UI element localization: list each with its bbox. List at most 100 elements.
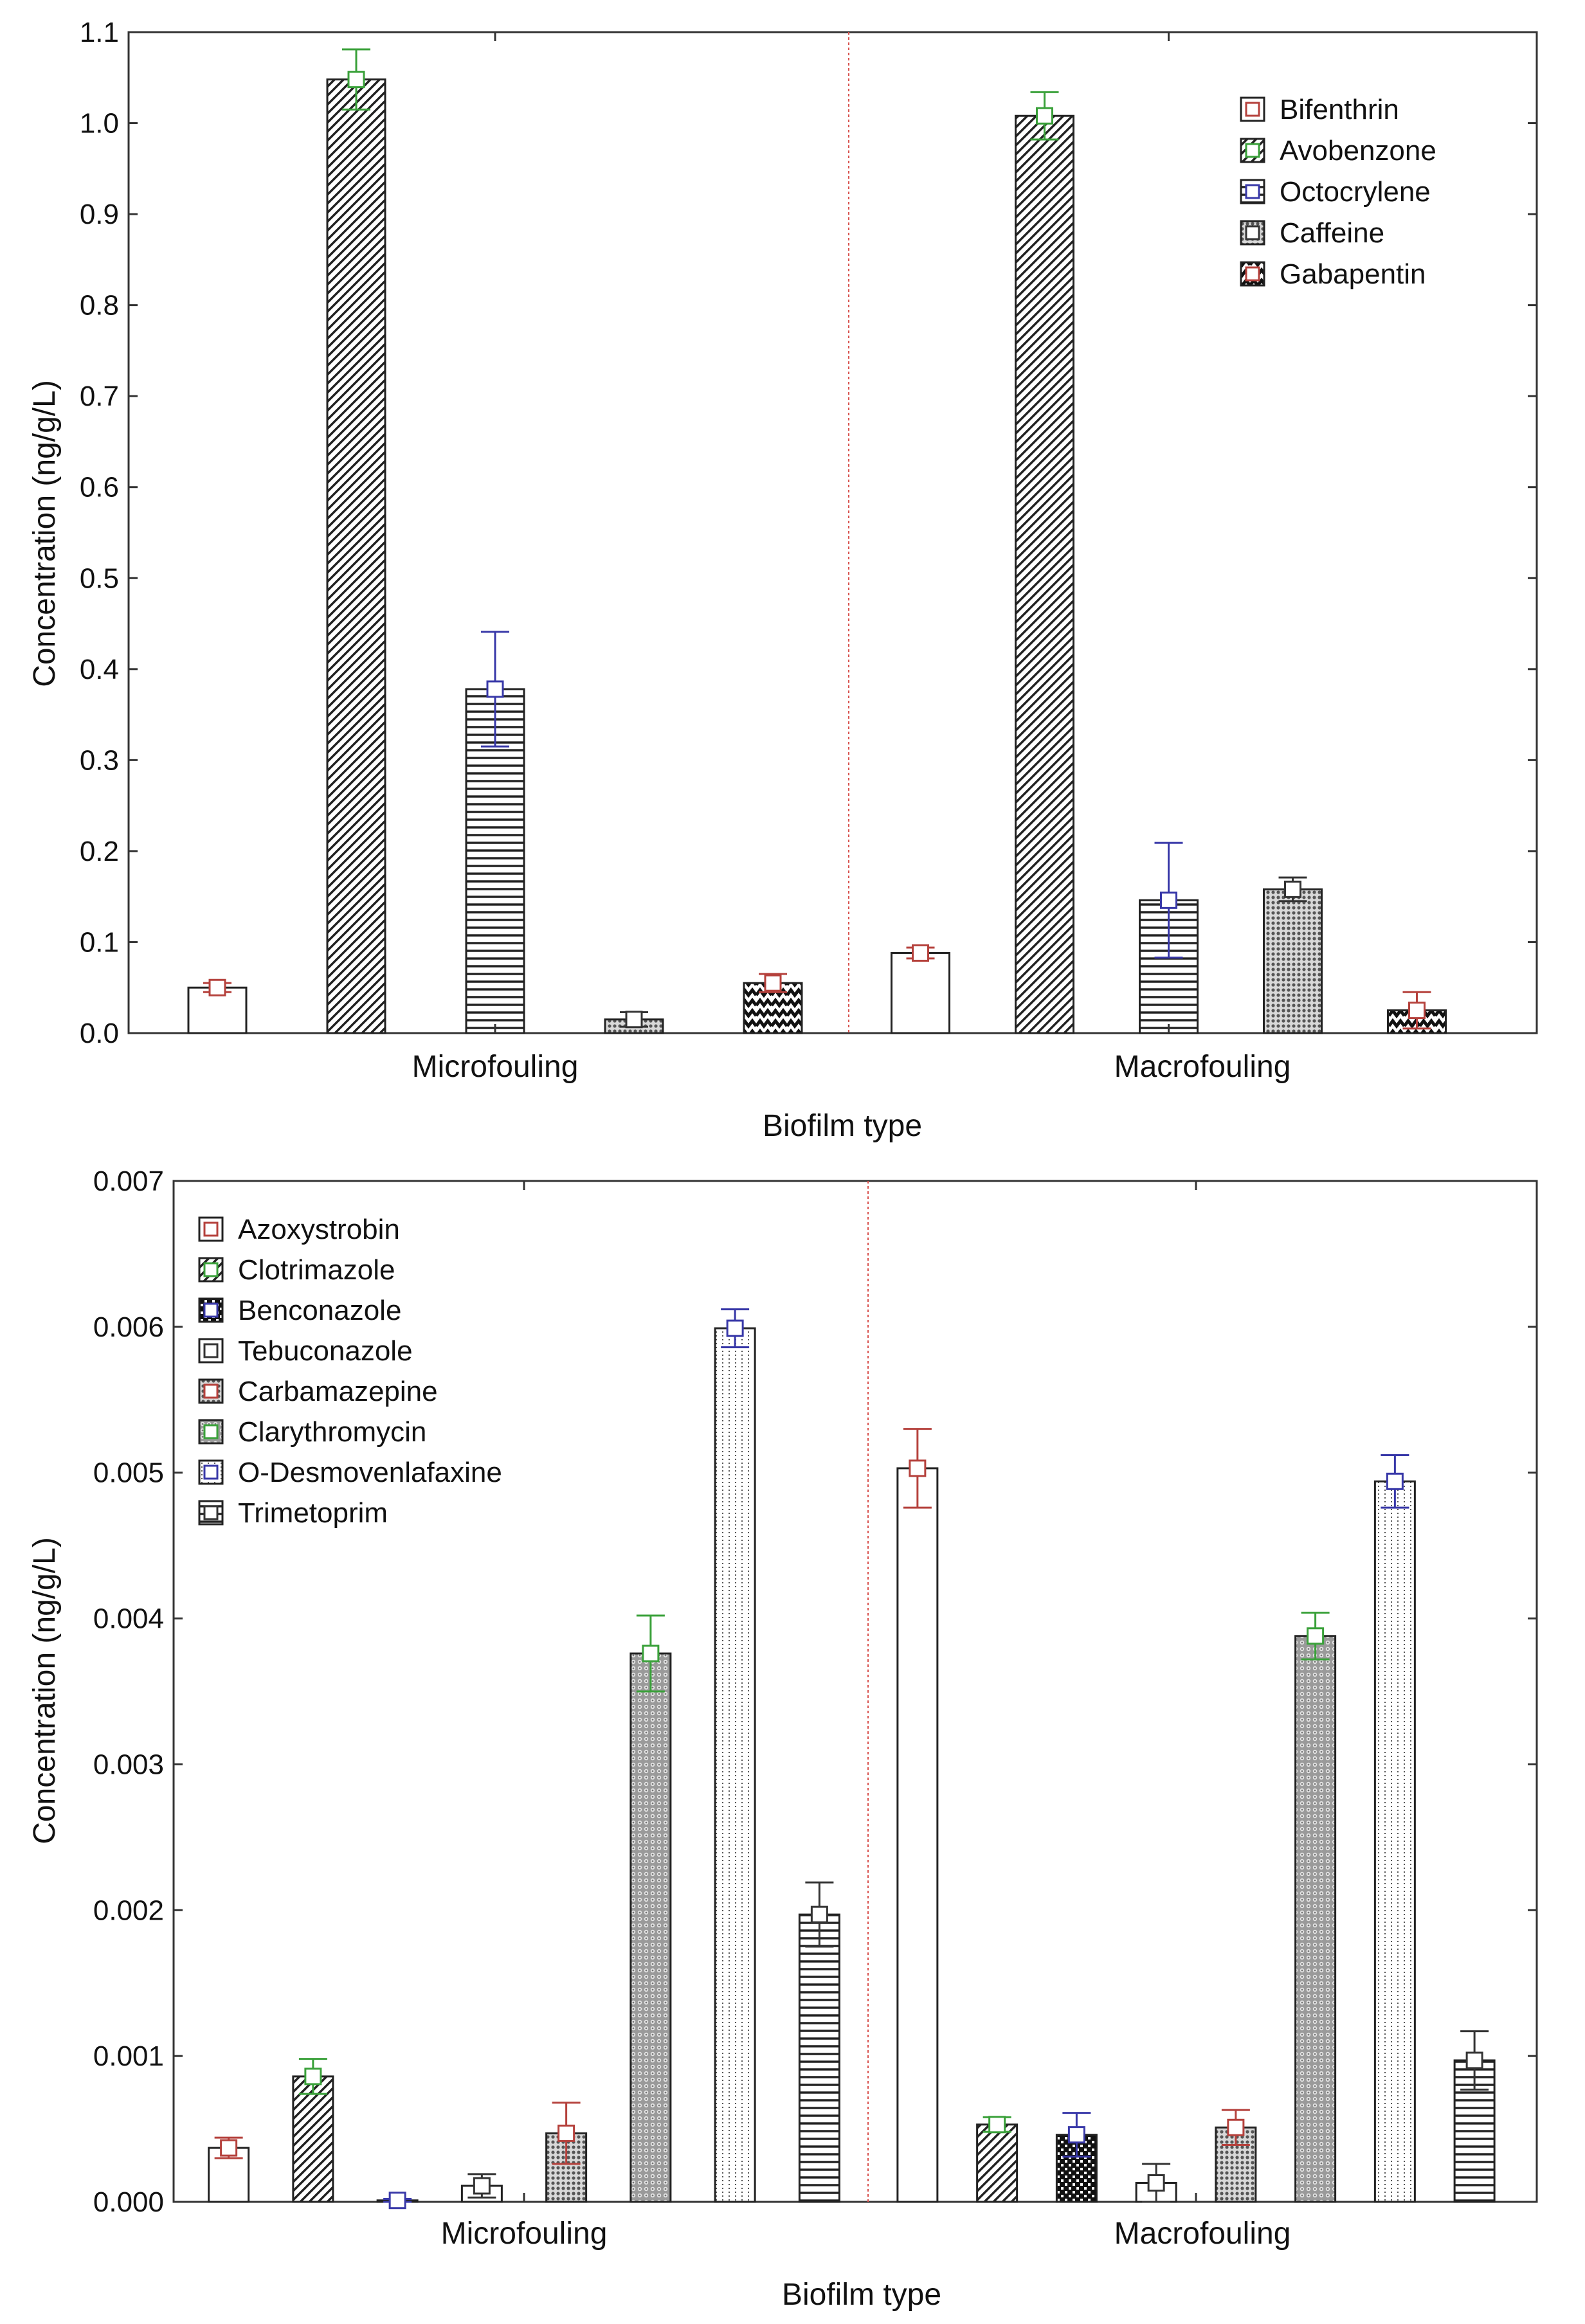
bar — [891, 951, 950, 1034]
mean-marker — [810, 1905, 828, 1923]
bars — [208, 1308, 1496, 2210]
bar — [798, 1913, 840, 2203]
legend-marker — [203, 1424, 219, 1439]
y-tick-label: 0.6 — [80, 472, 119, 503]
legend-label: Caffeine — [1280, 217, 1384, 249]
chart-bottom: 0.000 0.001 0.002 0.003 0.004 0.005 0.006 0.007… — [28, 1166, 1538, 2312]
mean-marker — [388, 2192, 406, 2210]
legend-marker — [1245, 266, 1260, 282]
x-axis-label: Biofilm type — [763, 1109, 922, 1143]
y-tick-label: 0.001 — [93, 2040, 164, 2072]
x-axis-ticks: Microfouling Macrofouling — [412, 1050, 1291, 1084]
legend-label: O-Desmovenlafaxine — [238, 1457, 502, 1488]
mean-marker — [1067, 2126, 1085, 2144]
legend-swatch — [1240, 261, 1265, 287]
y-tick-label: 0.8 — [80, 290, 119, 321]
bar — [896, 1467, 939, 2203]
y-tick-label: 0.3 — [80, 744, 119, 776]
legend-label: Trimetoprim — [238, 1497, 388, 1529]
y-tick-label: 0.004 — [93, 1603, 164, 1635]
legend: Bifenthrin Avobenzone Octocrylene Caffeine G… — [1240, 94, 1436, 290]
legend-label: Tebuconazole — [238, 1335, 413, 1367]
y-tick-label: 0.005 — [93, 1457, 164, 1489]
legend-label: Gabapentin — [1280, 258, 1426, 290]
mean-marker — [1147, 2174, 1165, 2192]
mean-marker — [1160, 891, 1177, 909]
y-tick-label: 0.003 — [93, 1749, 164, 1780]
bars — [187, 48, 1447, 1034]
legend-marker — [203, 1302, 219, 1318]
y-tick-label: 1.0 — [80, 108, 119, 140]
legend-marker — [203, 1262, 219, 1277]
bar — [714, 1327, 756, 2203]
mean-marker — [486, 680, 504, 698]
mean-marker — [304, 2067, 322, 2085]
legend-label: Azoxystrobin — [238, 1214, 400, 1245]
x-tick-label: Microfouling — [441, 2217, 608, 2251]
bar — [292, 2075, 334, 2203]
legend-label: Clotrimazole — [238, 1254, 395, 1286]
mean-marker — [909, 1459, 927, 1477]
legend-marker — [203, 1383, 219, 1399]
chart-top: 0.0 0.1 0.2 0.3 0.4 0.5 0.6 0.7 0.8 0.9 1.0 1.1 Mic… — [28, 17, 1538, 1143]
bar — [1263, 888, 1323, 1034]
x-axis-label: Biofilm type — [782, 2278, 941, 2312]
y-axis-ticks: 0.0 0.1 0.2 0.3 0.4 0.5 0.6 0.7 0.8 0.9 1.0 1.1 — [80, 17, 1537, 1049]
plot-frame — [127, 31, 1538, 1034]
mean-marker — [220, 2139, 238, 2157]
y-tick-label: 0.9 — [80, 199, 119, 230]
mean-marker — [208, 978, 226, 996]
legend-label: Carbamazepine — [238, 1376, 438, 1407]
y-tick-label: 0.2 — [80, 836, 119, 867]
mean-marker — [1408, 1002, 1426, 1020]
x-tick-label: Macrofouling — [1114, 2217, 1291, 2251]
y-tick-label: 0.5 — [80, 563, 119, 594]
y-axis-label: Concentration (ng/g/L) — [28, 380, 62, 687]
mean-marker — [764, 974, 782, 992]
legend-marker — [1245, 143, 1260, 158]
x-axis-ticks: Microfouling Macrofouling — [441, 2217, 1291, 2251]
legend-marker — [203, 1343, 219, 1358]
mean-marker — [1465, 2051, 1483, 2069]
legend-label: Benconazole — [238, 1295, 401, 1326]
y-tick-label: 0.0 — [80, 1018, 119, 1049]
bar — [1373, 1480, 1416, 2203]
mean-marker — [726, 1319, 744, 1337]
mean-marker — [642, 1644, 660, 1662]
legend-label: Avobenzone — [1280, 135, 1436, 167]
y-tick-label: 0.002 — [93, 1895, 164, 1926]
mean-marker — [473, 2177, 491, 2195]
bar — [629, 1652, 672, 2203]
legend-swatch — [1240, 220, 1265, 246]
bar — [976, 2123, 1019, 2203]
legend-marker — [203, 1464, 219, 1480]
y-tick-label: 0.1 — [80, 926, 119, 958]
legend-marker — [203, 1505, 219, 1520]
y-tick-label: 0.006 — [93, 1311, 164, 1343]
mean-marker — [1284, 880, 1301, 898]
y-tick-label: 0.000 — [93, 2186, 164, 2218]
legend-label: Bifenthrin — [1280, 94, 1399, 125]
y-axis-label: Concentration (ng/g/L) — [28, 1537, 62, 1844]
mean-marker — [1036, 107, 1053, 125]
mean-marker — [988, 2116, 1006, 2134]
bar — [326, 78, 386, 1034]
legend-marker — [1245, 102, 1260, 117]
y-tick-label: 0.7 — [80, 381, 119, 412]
x-tick-label: Macrofouling — [1114, 1050, 1291, 1084]
y-tick-label: 0.007 — [93, 1166, 164, 1197]
mean-marker — [1227, 2118, 1245, 2136]
mean-marker — [1307, 1627, 1325, 1645]
bar — [1294, 1635, 1337, 2203]
legend-label: Octocrylene — [1280, 176, 1431, 208]
legend-label: Clarythromycin — [238, 1416, 426, 1448]
mean-marker — [1386, 1472, 1404, 1490]
y-tick-label: 0.4 — [80, 654, 119, 685]
legend-marker — [1245, 184, 1260, 199]
legend-marker — [1245, 225, 1260, 240]
y-axis-ticks: 0.000 0.001 0.002 0.003 0.004 0.005 0.006 0.007 — [93, 1166, 1537, 2218]
mean-marker — [625, 1011, 643, 1029]
mean-marker — [557, 2124, 575, 2142]
y-tick-label: 1.1 — [80, 17, 119, 48]
